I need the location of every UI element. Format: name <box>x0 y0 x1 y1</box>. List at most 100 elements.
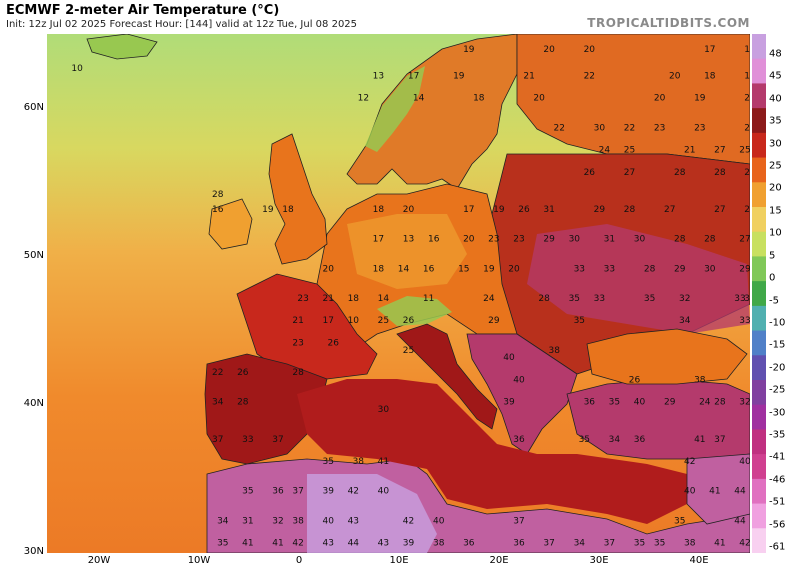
temp-value-label: 23 <box>488 235 499 245</box>
temperature-labels: 10 19 20 20 17 16 13 17 19 21 22 20 18 16 12 14 18 20 20 19… <box>71 45 750 549</box>
temp-value-label: 35 <box>322 457 333 467</box>
temp-value-label: 38 <box>694 376 706 386</box>
colorbar-swatch <box>752 132 766 159</box>
temp-value-label: 26 <box>744 205 750 215</box>
temp-value-label: 38 <box>433 539 445 549</box>
colorbar-tick-label: 20 <box>769 182 782 194</box>
temp-value-label: 10 <box>348 316 360 326</box>
lon-label-10e: 10E <box>389 555 409 566</box>
temp-value-label: 39 <box>322 487 334 497</box>
temp-value-label: 30 <box>704 264 716 274</box>
colorbar-swatch <box>752 380 766 406</box>
colorbar-tick-label: -25 <box>769 384 786 396</box>
temp-value-label: 28 <box>714 398 726 408</box>
temp-value-label: 28 <box>624 205 636 215</box>
lat-label-30n: 30N <box>23 546 44 557</box>
temp-value-label: 22 <box>624 123 635 133</box>
colorbar-swatch <box>752 404 766 430</box>
colorbar-swatch <box>752 454 766 480</box>
temp-value-label: 33 <box>574 264 585 274</box>
temp-value-label: 14 <box>413 94 425 104</box>
temp-value-label: 20 <box>744 94 750 104</box>
temp-value-label: 28 <box>704 235 716 245</box>
colorbar-swatch <box>752 429 766 455</box>
temp-value-label: 30 <box>378 405 390 415</box>
colorbar-tick-label: 40 <box>769 93 782 105</box>
temp-value-label: 27 <box>664 205 675 215</box>
temp-value-label: 25 <box>378 316 389 326</box>
temp-value-label: 37 <box>292 487 303 497</box>
temp-value-label: 30 <box>594 123 606 133</box>
temp-value-label: 26 <box>629 376 641 386</box>
temp-value-label: 25 <box>624 146 635 156</box>
temp-value-label: 20 <box>584 45 596 55</box>
temp-value-label: 42 <box>739 539 750 549</box>
temp-value-label: 34 <box>574 539 586 549</box>
temp-value-label: 39 <box>503 398 515 408</box>
temp-value-label: 41 <box>272 539 283 549</box>
temp-value-label: 29 <box>594 205 606 215</box>
colorbar-swatch <box>752 305 766 332</box>
lon-label-0: 0 <box>295 555 303 566</box>
temp-value-label: 16 <box>423 264 435 274</box>
temp-value-label: 17 <box>463 205 474 215</box>
colorbar-swatch <box>752 108 766 134</box>
colorbar-swatch <box>752 83 766 109</box>
colorbar-tick-label: 5 <box>769 250 776 262</box>
temp-value-label: 24 <box>483 294 495 304</box>
temp-value-label: 34 <box>217 516 229 526</box>
temp-value-label: 35 <box>579 435 590 445</box>
temp-value-label: 36 <box>513 435 525 445</box>
temp-value-label: 40 <box>503 353 515 363</box>
temp-value-label: 34 <box>212 398 224 408</box>
temp-value-label: 24 <box>599 146 611 156</box>
temp-value-label: 28 <box>292 368 304 378</box>
temp-value-label: 27 <box>714 205 725 215</box>
colorbar-tick-label: 0 <box>769 272 776 284</box>
france-landmass <box>236 273 378 380</box>
temp-value-label: 28 <box>674 235 686 245</box>
temp-value-label: 19 <box>453 72 465 82</box>
temp-value-label: 37 <box>604 539 615 549</box>
colorbar-tick-label: 15 <box>769 205 782 217</box>
temp-value-label: 32 <box>272 516 283 526</box>
temp-value-label: 22 <box>553 123 564 133</box>
great-britain-landmass <box>268 133 328 265</box>
balkans-landmass <box>466 333 578 455</box>
temp-value-label: 43 <box>348 516 359 526</box>
colorbar-swatch <box>752 58 766 84</box>
temp-value-label: 16 <box>744 45 750 55</box>
temp-value-label: 19 <box>463 45 475 55</box>
colorbar-swatch <box>752 256 766 282</box>
temp-value-label: 15 <box>458 264 469 274</box>
temp-value-label: 44 <box>348 539 360 549</box>
temp-value-label: 40 <box>513 376 525 386</box>
temp-value-label: 35 <box>569 294 580 304</box>
temp-value-label: 44 <box>734 487 746 497</box>
temp-value-label: 19 <box>483 264 495 274</box>
colorbar-tick-label: 30 <box>769 138 782 150</box>
sahara-extreme-zone <box>307 474 437 553</box>
temperature-map[interactable]: 10 19 20 20 17 16 13 17 19 21 22 20 18 16 12 14 18 20 20 19… <box>47 34 750 553</box>
temp-value-label: 37 <box>272 435 283 445</box>
ukraine-hot-zone <box>527 224 750 334</box>
temp-value-label: 21 <box>684 146 695 156</box>
temp-value-label: 38 <box>684 539 696 549</box>
temp-value-label: 16 <box>428 235 440 245</box>
colorbar-swatch <box>752 503 766 529</box>
temp-value-label: 30 <box>634 235 646 245</box>
iberia-landmass <box>204 353 328 465</box>
temp-value-label: 40 <box>433 516 445 526</box>
colorbar-tick-label: -30 <box>769 407 786 419</box>
temp-value-label: 23 <box>654 123 665 133</box>
lon-label-20e: 20E <box>489 555 509 566</box>
temp-value-label: 28 <box>538 294 550 304</box>
temp-value-label: 41 <box>694 435 705 445</box>
temp-value-label: 35 <box>654 539 665 549</box>
colorbar-tick-label: 25 <box>769 160 782 172</box>
temp-value-label: 12 <box>358 94 369 104</box>
colorbar-tick-label: -5 <box>769 295 779 306</box>
lat-label-40n: 40N <box>23 398 44 409</box>
temp-value-label: 18 <box>373 205 385 215</box>
temp-value-label: 32 <box>679 294 690 304</box>
